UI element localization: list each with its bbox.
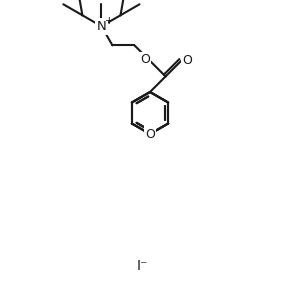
Text: N: N xyxy=(97,20,106,33)
Text: I⁻: I⁻ xyxy=(136,259,148,273)
Text: O: O xyxy=(145,128,155,141)
Text: O: O xyxy=(140,53,150,67)
Text: O: O xyxy=(182,54,192,67)
Text: +: + xyxy=(105,16,114,26)
